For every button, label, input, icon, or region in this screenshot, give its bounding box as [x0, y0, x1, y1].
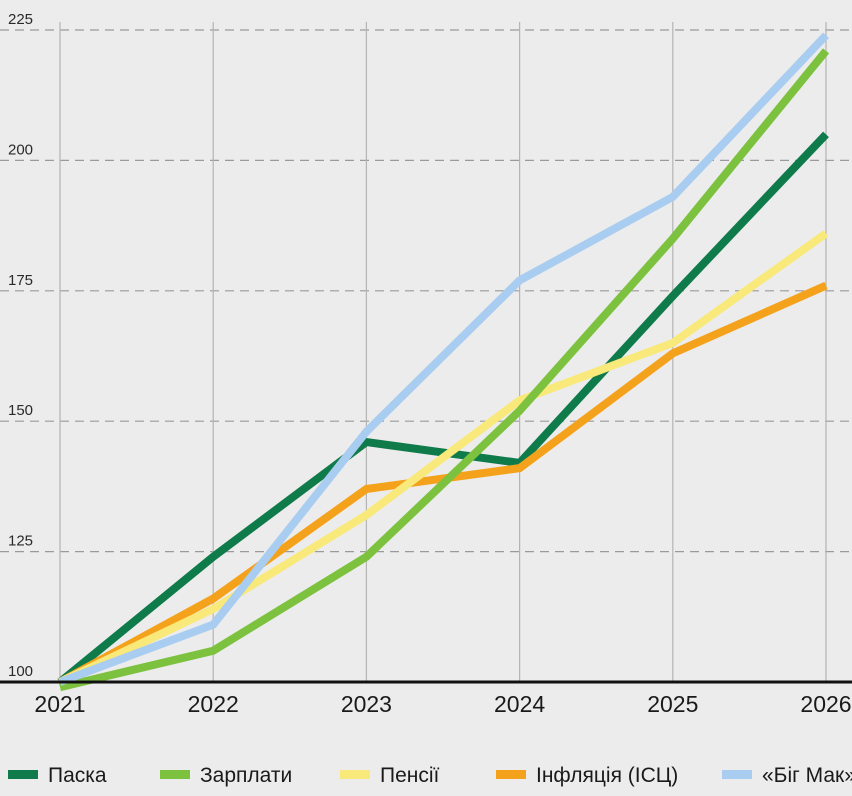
data-point: [826, 134, 827, 135]
legend: Паска Зарплати Пенсії Інфляція (ІСЦ) «Біг Ма…: [8, 764, 852, 787]
series-line: [59, 48, 830, 692]
x-tick-label: 2024: [494, 691, 545, 717]
legend-label: Інфляція (ІСЦ): [536, 764, 678, 787]
legend-swatch: [496, 770, 526, 779]
legend-swatch: [722, 770, 752, 779]
series-line: [57, 131, 829, 686]
data-point: [672, 196, 673, 197]
data-point: [366, 489, 367, 490]
legend-swatch: [160, 770, 190, 779]
legend-item: Пенсії: [340, 764, 440, 787]
y-tick-label: 125: [8, 533, 33, 550]
data-point: [826, 35, 827, 36]
data-point: [366, 515, 367, 516]
data-point: [519, 400, 520, 401]
data-point: [826, 233, 827, 234]
legend-swatch: [340, 770, 370, 779]
series-layer: [57, 32, 830, 692]
x-axis-ticks: 2021 2022 2023 2024 2025 2026: [34, 691, 851, 717]
data-point: [366, 442, 367, 443]
data-point: [366, 431, 367, 432]
legend-item: Інфляція (ІСЦ): [496, 764, 678, 787]
data-point: [672, 296, 673, 297]
x-tick-label: 2025: [647, 691, 698, 717]
data-point: [672, 238, 673, 239]
legend-label: Паска: [48, 764, 107, 787]
data-point: [366, 556, 367, 557]
data-point: [213, 598, 214, 599]
legend-item: Паска: [8, 764, 107, 787]
data-point: [519, 468, 520, 469]
legend-label: «Біг Мак»: [762, 764, 852, 787]
data-point: [213, 624, 214, 625]
x-tick-label: 2021: [34, 691, 85, 717]
x-tick-label: 2026: [800, 691, 851, 717]
legend-label: Пенсії: [380, 764, 440, 787]
legend-item: «Біг Мак»: [722, 764, 852, 787]
legend-item: Зарплати: [160, 764, 292, 787]
data-point: [213, 556, 214, 557]
x-tick-label: 2022: [188, 691, 239, 717]
y-tick-label: 225: [8, 11, 33, 28]
series-line: [58, 32, 829, 686]
data-point: [672, 353, 673, 354]
legend-label: Зарплати: [200, 764, 292, 787]
y-tick-label: 100: [8, 663, 33, 680]
y-tick-label: 175: [8, 272, 33, 289]
data-point: [826, 285, 827, 286]
data-point: [213, 650, 214, 651]
data-point: [519, 280, 520, 281]
data-point: [826, 50, 827, 51]
series-line: [58, 230, 829, 686]
data-point: [519, 410, 520, 411]
y-axis-ticks: 100 125 150 175 200 225: [8, 11, 33, 680]
x-tick-label: 2023: [341, 691, 392, 717]
grid-layer: [0, 22, 852, 682]
data-point: [213, 608, 214, 609]
legend-swatch: [8, 770, 38, 779]
y-tick-label: 200: [8, 141, 33, 158]
y-tick-label: 150: [8, 402, 33, 419]
data-point: [60, 687, 61, 688]
data-point: [672, 342, 673, 343]
